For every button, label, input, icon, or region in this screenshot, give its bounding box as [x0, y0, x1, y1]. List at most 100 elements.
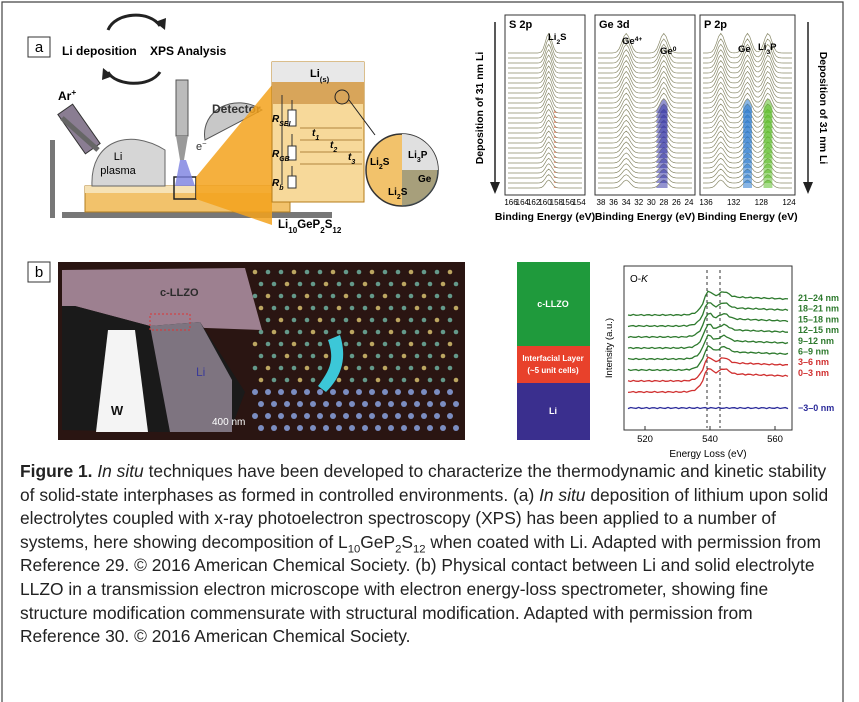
resistor-label-part: R	[272, 114, 280, 125]
lattice-atom	[343, 317, 349, 323]
lattice-atom	[401, 377, 407, 383]
trace-label: 3–6 nm	[798, 357, 829, 367]
electron-charge: −	[202, 139, 207, 148]
phase-label-part: S	[383, 157, 390, 168]
lattice-atom	[427, 353, 433, 359]
cycle-arrow	[106, 71, 162, 85]
x-tick-label: 26	[672, 198, 681, 207]
lattice-atom	[427, 425, 433, 431]
lattice-atom	[427, 305, 433, 311]
sample-top	[85, 186, 290, 193]
peak-label-part: 2	[556, 39, 560, 46]
lattice-atom	[369, 317, 375, 323]
lattice-atom	[304, 317, 310, 323]
lattice-atom	[258, 425, 264, 431]
peak-label: Ge4+	[622, 36, 642, 48]
spectrum-band	[553, 134, 560, 138]
lattice-atom	[278, 413, 284, 419]
lattice-atom	[434, 341, 440, 347]
lattice-atom	[395, 269, 401, 275]
formula-part: Li	[278, 219, 288, 231]
lattice-atom	[271, 377, 277, 383]
lattice-atom	[388, 281, 394, 287]
lattice-atom	[382, 365, 388, 371]
lattice-atom	[284, 401, 290, 407]
lattice-atom	[369, 389, 375, 395]
lattice-atom	[258, 281, 264, 287]
lattice-atom	[434, 317, 440, 323]
layer-label: Interfacial Layer	[522, 354, 583, 363]
spectrum-band	[763, 98, 773, 113]
caption-label: Figure 1.	[20, 461, 93, 481]
lattice-atom	[408, 389, 414, 395]
lattice-atom	[414, 305, 420, 311]
x-tick-label: 128	[755, 198, 769, 207]
lattice-atom	[304, 365, 310, 371]
spectrum-trace	[598, 163, 692, 174]
spectrum-trace	[703, 43, 792, 64]
lattice-atom	[252, 293, 258, 299]
eels-trace	[627, 290, 789, 317]
electron-label: e−	[196, 139, 207, 154]
lattice-atom	[395, 317, 401, 323]
x-axis-label: Binding Energy (eV)	[495, 211, 595, 223]
peak-label: Ge	[738, 44, 751, 55]
peak-label-part: 0	[673, 46, 677, 53]
lattice-atom	[291, 389, 297, 395]
li-layer-label: Li(s)	[310, 68, 330, 84]
spectrum-trace	[598, 54, 692, 74]
lattice-atom	[440, 377, 446, 383]
phase-label-part: Li	[388, 187, 397, 198]
spectrum-trace	[508, 81, 582, 99]
resistor-label-part: SEI	[279, 121, 291, 128]
lattice-atom	[453, 425, 459, 431]
lattice-atom	[349, 305, 355, 311]
formula-part: S	[325, 219, 333, 231]
spectrum-trace	[703, 92, 792, 109]
lattice-atom	[265, 269, 271, 275]
peak-label-part: Ge	[660, 46, 673, 57]
lattice-atom	[414, 281, 420, 287]
phase-label-part: Li	[408, 150, 417, 161]
spectrum-trace	[598, 87, 692, 104]
li-state: (s)	[320, 75, 330, 84]
spectrum-trace	[703, 32, 792, 54]
y-axis-label: Intensity (a.u.)	[604, 318, 615, 378]
spectrum-trace	[598, 157, 692, 169]
lattice-atom	[349, 281, 355, 287]
lattice-atom	[252, 341, 258, 347]
lattice-atom	[388, 305, 394, 311]
li-region	[150, 322, 232, 432]
panel-label: a	[35, 39, 44, 56]
lattice-atom	[297, 305, 303, 311]
layer-interfacial	[517, 346, 590, 383]
peak-label: Ge0	[660, 46, 677, 58]
peak-label-part: P	[770, 42, 777, 53]
spectrum-trace	[598, 168, 692, 179]
spectrum-trace	[508, 152, 582, 164]
lattice-atom	[330, 413, 336, 419]
spectrum-title: Ge 3d	[599, 19, 630, 31]
interface-box	[149, 313, 191, 331]
spectrum-trace	[508, 168, 582, 179]
lattice-atom	[258, 353, 264, 359]
lattice-atom	[265, 389, 271, 395]
lattice-atom	[278, 293, 284, 299]
deposition-label: Deposition of 31 nm Li	[474, 52, 486, 165]
spectrum-trace	[598, 76, 692, 94]
spectrum-band	[553, 150, 560, 153]
lattice-atom	[330, 317, 336, 323]
spectrum-trace	[703, 54, 792, 74]
resistor-label: RSEI	[272, 114, 292, 128]
lattice-atom	[297, 329, 303, 335]
lattice-atom	[369, 341, 375, 347]
spectrum-trace	[598, 152, 692, 164]
lattice-atom	[323, 401, 329, 407]
spectrum-frame	[594, 14, 696, 196]
spectrum-trace	[598, 146, 692, 159]
spectrum-trace	[508, 92, 582, 109]
spectrum-trace	[598, 130, 692, 144]
eels-trace	[627, 356, 788, 383]
